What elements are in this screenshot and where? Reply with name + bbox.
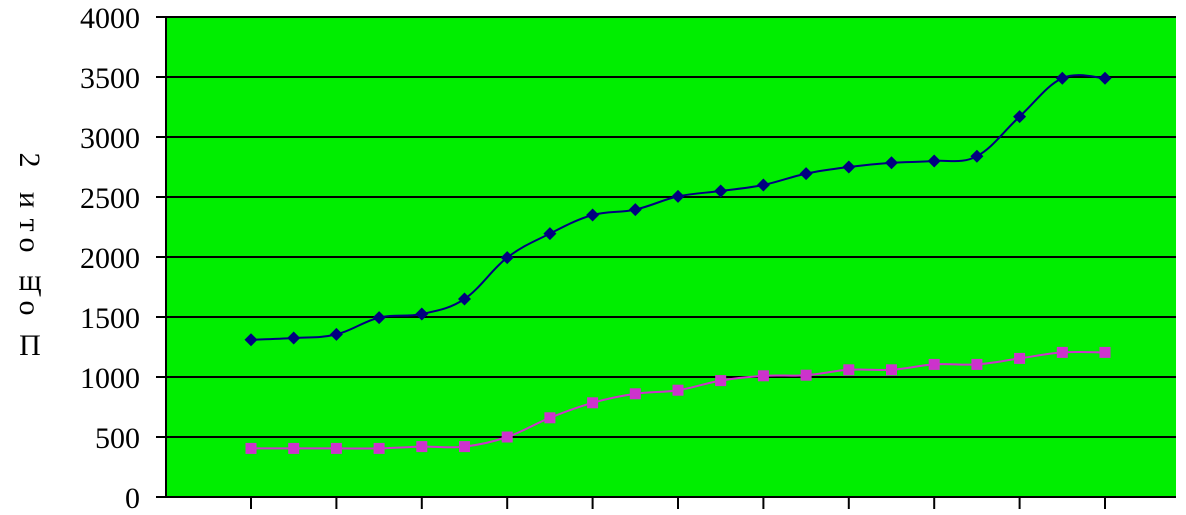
data-point-square — [373, 442, 385, 454]
data-point-diamond — [714, 184, 728, 198]
data-point-diamond — [500, 251, 514, 265]
data-point-square — [800, 369, 812, 381]
data-point-diamond — [927, 154, 941, 168]
data-point-diamond — [842, 160, 856, 174]
data-point-square — [1014, 352, 1026, 364]
data-point-square — [416, 441, 428, 453]
y-axis-label-fragment: т — [13, 218, 46, 231]
y-tick-label-2500: 2500 — [80, 182, 140, 215]
data-point-square — [715, 375, 727, 387]
data-point-square — [1099, 346, 1111, 358]
y-tick-label-4000: 4000 — [80, 2, 140, 35]
data-point-diamond — [244, 333, 258, 347]
data-point-square — [672, 384, 684, 396]
y-tick-labels: 0 500 1000 1500 2000 2500 3000 3500 4000 — [80, 2, 140, 515]
data-point-diamond — [458, 292, 471, 306]
data-point-diamond — [287, 331, 301, 345]
series-2 — [245, 346, 1111, 454]
y-tick-label-0: 0 — [125, 482, 140, 515]
y-axis-label-fragment: щ — [18, 264, 41, 297]
data-point-diamond — [372, 311, 386, 325]
y-tick-label-1000: 1000 — [80, 362, 140, 395]
axes — [156, 16, 1176, 509]
data-point-square — [330, 442, 342, 454]
data-point-square — [1056, 346, 1068, 358]
y-axis-label-fragment: 2 — [13, 153, 46, 168]
y-axis-label-fragment: и — [13, 192, 46, 208]
y-axis-label-fragment: о — [13, 238, 46, 253]
data-point-diamond — [799, 167, 813, 181]
data-point-square — [886, 364, 897, 376]
y-axis-label-fragment: П — [19, 329, 41, 362]
y-tick-label-3500: 3500 — [80, 62, 140, 95]
data-point-square — [245, 442, 257, 454]
data-point-diamond — [1055, 71, 1069, 85]
data-point-diamond — [586, 208, 600, 222]
data-point-square — [629, 388, 641, 400]
y-tick-label-1500: 1500 — [80, 302, 140, 335]
y-tick-label-3000: 3000 — [80, 122, 140, 155]
data-point-diamond — [415, 307, 429, 321]
data-point-diamond — [885, 156, 898, 170]
data-point-square — [928, 358, 940, 370]
data-point-diamond — [671, 189, 685, 203]
data-point-square — [843, 364, 855, 376]
data-point-square — [459, 441, 470, 453]
y-axis-label-fragment: о — [13, 301, 46, 316]
data-point-square — [971, 358, 983, 370]
gridlines — [166, 16, 1176, 438]
data-point-diamond — [543, 227, 557, 241]
y-tick-label-500: 500 — [95, 422, 140, 455]
data-point-diamond — [756, 178, 770, 192]
data-point-diamond — [628, 203, 642, 217]
data-point-square — [501, 431, 513, 443]
series — [244, 71, 1112, 454]
data-point-diamond — [1013, 110, 1027, 124]
data-point-square — [757, 370, 769, 382]
data-point-square — [544, 412, 556, 424]
data-point-square — [587, 397, 599, 409]
data-point-diamond — [1098, 71, 1112, 85]
y-tick-label-2000: 2000 — [80, 242, 140, 275]
data-point-diamond — [329, 327, 343, 341]
series-1 — [244, 71, 1112, 347]
data-point-diamond — [970, 149, 984, 163]
data-point-square — [288, 442, 300, 454]
